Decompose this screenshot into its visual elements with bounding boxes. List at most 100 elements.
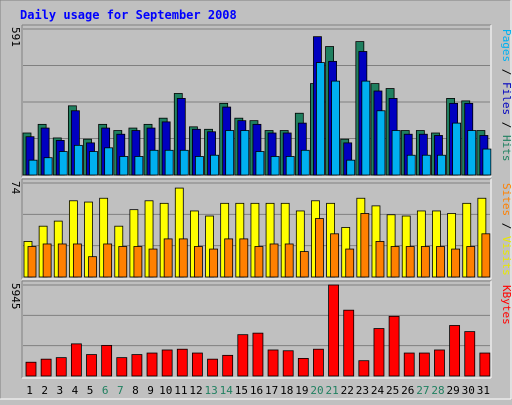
bar-pages-day-4 <box>73 144 83 176</box>
chart-title: Daily usage for September 2008 <box>20 8 237 22</box>
bar-kbytes-day-14 <box>222 354 234 377</box>
bar-pages-day-12 <box>195 156 204 176</box>
bar-sites-day-13 <box>209 248 218 278</box>
bar-kbytes-day-8 <box>131 354 143 377</box>
bar-pages-day-8 <box>134 156 144 176</box>
x-tick-label-26: 26 <box>401 384 414 397</box>
legend-part: / <box>500 62 512 82</box>
bar-pages-day-21 <box>331 80 340 176</box>
x-tick-label-30: 30 <box>462 384 475 397</box>
x-tick-label-14: 14 <box>220 384 234 397</box>
bar-pages-day-22 <box>346 159 356 176</box>
bar-pages-day-19 <box>300 149 310 176</box>
bar-kbytes-day-5 <box>86 354 97 377</box>
bar-sites-day-24 <box>375 241 385 278</box>
x-tick-label-4: 4 <box>72 384 79 397</box>
bar-sites-day-7 <box>118 246 128 278</box>
bar-pages-day-18 <box>285 156 295 176</box>
bar-sites-day-28 <box>436 246 445 278</box>
bar-pages-day-11 <box>179 149 189 176</box>
x-tick-label-18: 18 <box>280 384 293 397</box>
legend-part: KBytes <box>500 285 512 325</box>
y-max-label: 591 <box>9 27 22 47</box>
bar-sites-day-30 <box>466 246 476 278</box>
bar-sites-day-18 <box>284 243 294 278</box>
bar-kbytes-day-17 <box>267 349 279 377</box>
y-max-label: 74 <box>9 181 22 195</box>
x-tick-label-6: 6 <box>102 384 109 397</box>
x-tick-label-12: 12 <box>189 384 202 397</box>
bar-kbytes-day-23 <box>358 360 370 377</box>
bar-kbytes-day-29 <box>449 325 461 377</box>
series-legend-label: KBytes <box>500 285 512 325</box>
bar-sites-day-29 <box>451 248 461 278</box>
bar-pages-day-27 <box>421 154 431 176</box>
bar-pages-day-26 <box>406 154 416 176</box>
bar-kbytes-day-1 <box>25 361 37 377</box>
bar-kbytes-day-30 <box>464 331 476 377</box>
bar-sites-day-26 <box>405 246 415 278</box>
bar-sites-day-5 <box>88 256 97 278</box>
bar-sites-day-4 <box>72 243 82 278</box>
series-kbytes <box>25 284 491 377</box>
legend-part: Pages <box>500 29 512 62</box>
x-tick-label-2: 2 <box>41 384 48 397</box>
series-legend-label: Sites / Visits <box>500 183 512 276</box>
bar-pages-day-29 <box>452 122 462 176</box>
x-tick-label-5: 5 <box>87 384 94 397</box>
bar-kbytes-day-27 <box>418 352 430 377</box>
panel-kbytes: 5945 KBytes <box>9 280 512 379</box>
x-tick-label-19: 19 <box>295 384 308 397</box>
x-tick-label-7: 7 <box>117 384 124 397</box>
bar-pages-day-24 <box>376 110 386 176</box>
x-tick-label-9: 9 <box>147 384 154 397</box>
bar-kbytes-day-15 <box>237 334 249 377</box>
chart-panels: 591 Pages / Files / Hits 74 Sites / Visits 5… <box>9 24 512 379</box>
legend-part: / <box>500 216 512 236</box>
bar-pages-day-28 <box>437 154 446 176</box>
x-tick-label-22: 22 <box>341 384 354 397</box>
panel-pages-files-hits: 591 Pages / Files / Hits <box>9 24 512 178</box>
legend-part: Hits <box>500 135 512 162</box>
y-max-label: 5945 <box>9 283 22 310</box>
bar-sites-day-23 <box>360 213 370 278</box>
x-tick-label-21: 21 <box>326 384 339 397</box>
bar-kbytes-day-22 <box>343 309 355 377</box>
bar-pages-day-7 <box>119 156 129 176</box>
bar-sites-day-20 <box>315 218 324 278</box>
bar-sites-day-22 <box>345 248 355 278</box>
bar-kbytes-day-28 <box>434 349 445 377</box>
bar-kbytes-day-4 <box>70 343 82 377</box>
bar-sites-day-25 <box>390 246 400 278</box>
x-tick-label-28: 28 <box>431 384 444 397</box>
bar-kbytes-day-25 <box>388 315 400 377</box>
bar-kbytes-day-7 <box>116 357 128 377</box>
legend-part: / <box>500 115 512 135</box>
series-sites <box>27 213 491 278</box>
bar-kbytes-day-18 <box>282 350 294 377</box>
panel-visits-sites: 74 Sites / Visits <box>9 178 512 280</box>
bar-pages-day-13 <box>210 154 219 176</box>
bar-kbytes-day-11 <box>176 348 188 377</box>
legend-part: Files <box>500 82 512 115</box>
bar-pages-day-1 <box>28 159 38 176</box>
bar-pages-day-16 <box>255 151 265 176</box>
bar-kbytes-day-10 <box>161 349 173 377</box>
x-tick-label-3: 3 <box>57 384 64 397</box>
bar-kbytes-day-21 <box>328 284 339 377</box>
bar-pages-day-17 <box>270 156 280 176</box>
bar-sites-day-8 <box>133 246 143 278</box>
bar-kbytes-day-3 <box>55 357 67 377</box>
bar-pages-day-25 <box>391 130 401 176</box>
bar-sites-day-11 <box>178 238 188 278</box>
x-tick-label-11: 11 <box>174 384 187 397</box>
x-tick-label-29: 29 <box>447 384 460 397</box>
bar-kbytes-day-9 <box>146 352 158 377</box>
x-tick-label-13: 13 <box>204 384 217 397</box>
bar-sites-day-9 <box>148 248 158 278</box>
bar-pages-day-6 <box>104 147 114 176</box>
bar-sites-day-15 <box>239 238 249 278</box>
bar-kbytes-day-31 <box>479 352 491 377</box>
bar-sites-day-27 <box>420 246 430 278</box>
bar-sites-day-10 <box>163 238 173 278</box>
